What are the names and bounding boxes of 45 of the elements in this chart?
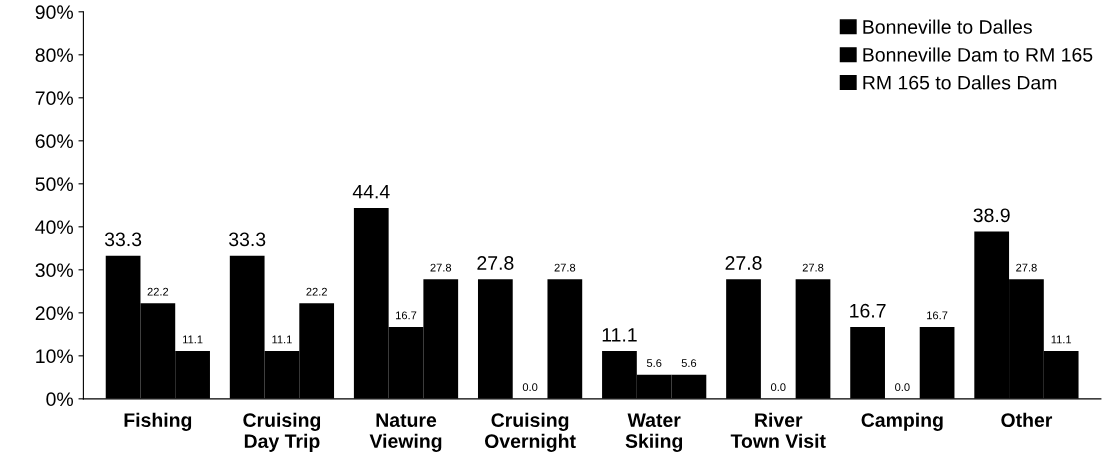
data-label: 22.2 bbox=[306, 287, 327, 296]
data-label: 38.9 bbox=[973, 208, 1010, 223]
x-tick-label: River Town Visit bbox=[730, 412, 826, 448]
data-label: 11.1 bbox=[272, 335, 292, 344]
data-label: 11.1 bbox=[1051, 335, 1072, 344]
data-label: 33.3 bbox=[229, 232, 266, 247]
data-label: 0.0 bbox=[522, 383, 538, 392]
data-label: 27.8 bbox=[477, 256, 514, 270]
y-tick-label: 80% bbox=[35, 48, 73, 63]
data-label: 11.1 bbox=[602, 328, 637, 342]
y-tick-label: 60% bbox=[35, 134, 73, 149]
data-label: 16.7 bbox=[927, 311, 948, 320]
data-label: 16.7 bbox=[850, 303, 886, 318]
x-tick-label: Camping bbox=[861, 412, 943, 431]
y-tick-label: 40% bbox=[35, 220, 73, 235]
x-tick-label: Cruising Day Trip bbox=[243, 412, 321, 452]
data-label: 5.6 bbox=[681, 359, 697, 368]
data-label: 16.7 bbox=[396, 311, 417, 320]
data-label: 27.8 bbox=[1016, 263, 1037, 272]
data-label: 27.8 bbox=[725, 256, 762, 270]
data-label: 33.3 bbox=[104, 232, 142, 247]
legend-label: Bonneville Dam to RM 165 bbox=[863, 47, 1093, 62]
x-tick-label: Fishing bbox=[124, 412, 192, 431]
data-label: 44.4 bbox=[352, 184, 390, 199]
legend-label: Bonneville to Dalles bbox=[863, 19, 1032, 34]
x-tick-label: Cruising Overnight bbox=[484, 412, 576, 452]
x-tick-label: Water Skiing bbox=[625, 413, 683, 452]
data-label: 27.8 bbox=[802, 263, 824, 272]
data-label: 22.2 bbox=[147, 287, 169, 296]
y-tick-label: 0% bbox=[46, 392, 73, 407]
y-tick-label: 50% bbox=[35, 177, 73, 192]
data-label: 27.8 bbox=[430, 263, 452, 272]
data-label: 27.8 bbox=[554, 263, 576, 272]
y-tick-label: 10% bbox=[36, 349, 73, 364]
y-tick-label: 30% bbox=[35, 263, 73, 278]
data-label: 0.0 bbox=[895, 383, 910, 392]
data-label: 11.1 bbox=[183, 335, 203, 344]
x-tick-label: Nature Viewing bbox=[369, 413, 442, 452]
y-tick-label: 20% bbox=[35, 306, 73, 321]
data-label: 5.6 bbox=[646, 359, 662, 368]
y-tick-label: 90% bbox=[35, 5, 73, 20]
legend-label: RM 165 to Dalles Dam bbox=[863, 75, 1057, 90]
x-tick-label: Other bbox=[1001, 412, 1053, 428]
data-label: 0.0 bbox=[770, 383, 786, 392]
y-tick-label: 70% bbox=[35, 91, 73, 106]
